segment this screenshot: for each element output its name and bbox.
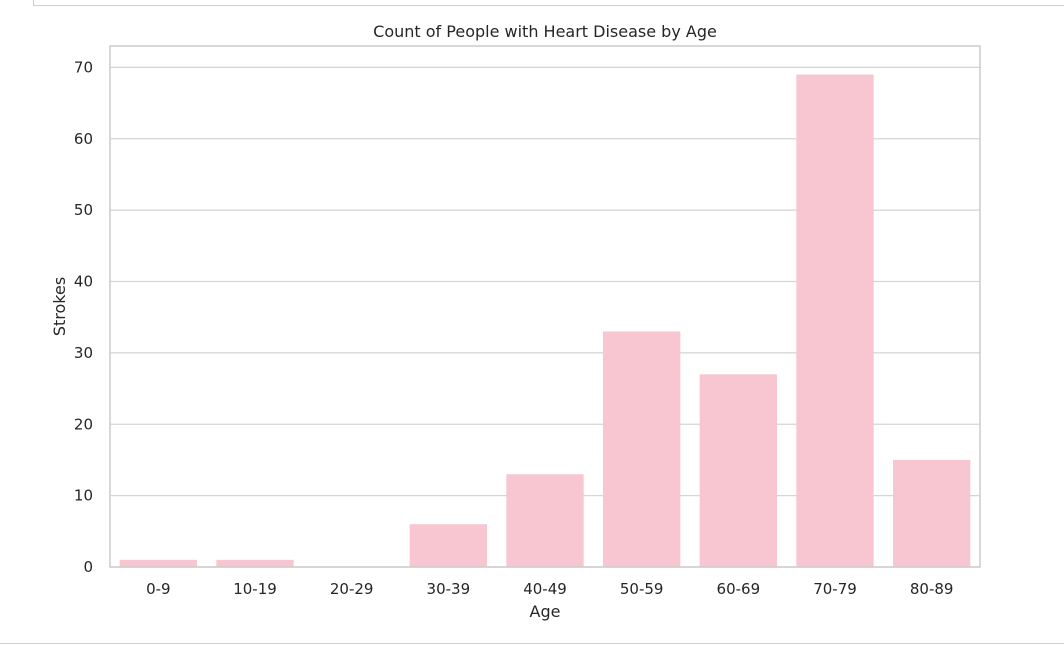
x-tick-label: 10-19 <box>233 580 277 598</box>
bar-30-39 <box>409 524 487 567</box>
cell-bottom-divider <box>0 643 1064 644</box>
y-tick-label: 0 <box>83 558 93 576</box>
y-tick-labels: 0 10 20 30 40 50 60 70 <box>74 58 93 576</box>
y-tick-label: 70 <box>74 58 93 76</box>
y-tick-label: 40 <box>74 273 93 291</box>
x-tick-label: 40-49 <box>523 580 567 598</box>
x-tick-label: 70-79 <box>813 580 857 598</box>
bar-80-89 <box>893 459 971 567</box>
y-tick-label: 10 <box>74 487 93 505</box>
bar-60-69 <box>699 374 777 567</box>
y-tick-label: 30 <box>74 344 93 362</box>
x-tick-label: 60-69 <box>717 580 761 598</box>
x-tick-label: 0-9 <box>146 580 171 598</box>
bar-0-9 <box>119 559 197 567</box>
x-tick-label: 80-89 <box>910 580 954 598</box>
x-tick-label: 50-59 <box>620 580 664 598</box>
x-tick-label: 20-29 <box>330 580 374 598</box>
bar-40-49 <box>506 474 584 567</box>
y-tick-label: 50 <box>74 201 93 219</box>
y-tick-label: 60 <box>74 130 93 148</box>
x-axis-label: Age <box>530 602 561 621</box>
bar-70-79 <box>796 74 874 567</box>
y-tick-label: 20 <box>74 415 93 433</box>
x-tick-labels: 0-9 10-19 20-29 30-39 40-49 50-59 60-69 70-79 80… <box>146 580 953 598</box>
previous-cell-border <box>33 0 1064 6</box>
y-axis-label: Strokes <box>50 277 69 336</box>
bar-10-19 <box>216 559 294 567</box>
plot-area-frame <box>109 45 981 568</box>
bar-50-59 <box>603 331 681 567</box>
bars <box>119 74 971 567</box>
x-tick-label: 30-39 <box>427 580 471 598</box>
chart-title: Count of People with Heart Disease by Ag… <box>373 22 717 41</box>
